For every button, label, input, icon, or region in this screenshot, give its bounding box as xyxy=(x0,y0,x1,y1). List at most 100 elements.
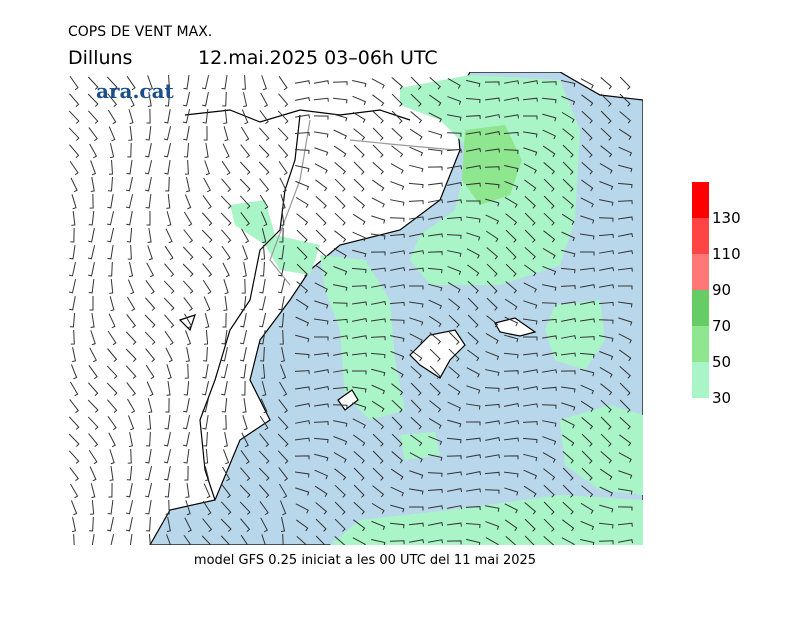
barb xyxy=(147,245,153,261)
barb xyxy=(222,466,231,482)
barb xyxy=(524,264,537,277)
barb xyxy=(241,228,250,244)
barb xyxy=(522,352,538,357)
barb xyxy=(202,195,212,210)
barb xyxy=(579,267,595,272)
barb xyxy=(260,517,268,533)
barb xyxy=(279,364,287,380)
barb xyxy=(352,402,367,411)
barb xyxy=(334,536,346,545)
barb xyxy=(88,433,99,448)
barb xyxy=(485,437,501,442)
barb xyxy=(562,467,574,481)
barb xyxy=(410,365,422,379)
barb xyxy=(598,540,614,545)
barb xyxy=(352,213,366,226)
barb xyxy=(619,399,631,413)
barb xyxy=(617,506,633,511)
barb xyxy=(580,400,594,413)
barb xyxy=(128,109,134,125)
barb xyxy=(485,114,501,119)
barb xyxy=(409,470,424,479)
barb xyxy=(89,466,97,482)
barb xyxy=(145,125,152,141)
barb xyxy=(429,382,441,396)
barb xyxy=(282,533,284,545)
barb xyxy=(370,267,386,272)
barb xyxy=(581,450,593,464)
barb xyxy=(389,301,405,306)
barb xyxy=(562,450,574,464)
barb xyxy=(391,145,404,158)
barb xyxy=(108,313,116,329)
barb xyxy=(260,211,268,227)
colorbar-bin xyxy=(692,290,709,326)
barb xyxy=(599,367,613,378)
barb xyxy=(428,522,444,527)
barb xyxy=(486,263,498,277)
barb xyxy=(222,414,227,430)
barb xyxy=(561,418,575,429)
barb xyxy=(562,144,574,158)
barb xyxy=(428,283,443,292)
barb xyxy=(313,421,329,426)
barb xyxy=(221,178,232,192)
barb xyxy=(484,489,500,494)
barb xyxy=(351,386,367,393)
barb xyxy=(260,261,265,277)
barb xyxy=(107,109,117,125)
barb xyxy=(504,316,519,327)
barb xyxy=(239,161,251,175)
barb xyxy=(447,114,462,121)
barb xyxy=(89,193,94,209)
barb xyxy=(409,317,424,326)
colorbar-bin xyxy=(692,326,709,362)
barb xyxy=(371,301,387,306)
barb xyxy=(145,500,152,515)
barb xyxy=(223,108,228,124)
barb xyxy=(372,450,384,464)
islands xyxy=(337,317,537,411)
barb xyxy=(125,348,137,362)
barb xyxy=(280,347,285,363)
barb xyxy=(261,75,267,91)
barb xyxy=(448,348,460,362)
barb xyxy=(279,177,287,193)
barb xyxy=(182,263,194,277)
barb xyxy=(109,466,114,481)
barb xyxy=(505,213,518,226)
barb xyxy=(429,365,441,379)
barb xyxy=(467,331,479,345)
colorbar-label: 90 xyxy=(712,281,731,299)
barb xyxy=(619,434,632,447)
barb xyxy=(88,278,95,294)
barb xyxy=(240,313,247,328)
barb xyxy=(409,539,425,544)
barb xyxy=(87,399,99,413)
barb xyxy=(106,228,115,243)
barb xyxy=(148,533,151,545)
barb xyxy=(447,401,462,412)
barb xyxy=(580,197,594,208)
barb xyxy=(579,352,595,359)
barb xyxy=(581,485,594,498)
barb xyxy=(410,349,423,362)
barb xyxy=(389,319,405,324)
barb xyxy=(182,92,190,107)
barb xyxy=(164,482,171,498)
barb xyxy=(504,503,518,514)
barb xyxy=(147,414,152,430)
barb xyxy=(70,483,79,499)
barb xyxy=(185,500,191,516)
barb xyxy=(242,92,248,108)
barb xyxy=(185,482,190,498)
barb xyxy=(107,348,118,363)
barb xyxy=(371,384,386,395)
barb xyxy=(201,535,212,545)
barb xyxy=(427,251,443,256)
barb xyxy=(313,115,329,120)
barb xyxy=(560,370,576,375)
map xyxy=(68,72,643,545)
barb xyxy=(504,298,518,311)
barb xyxy=(600,399,612,413)
